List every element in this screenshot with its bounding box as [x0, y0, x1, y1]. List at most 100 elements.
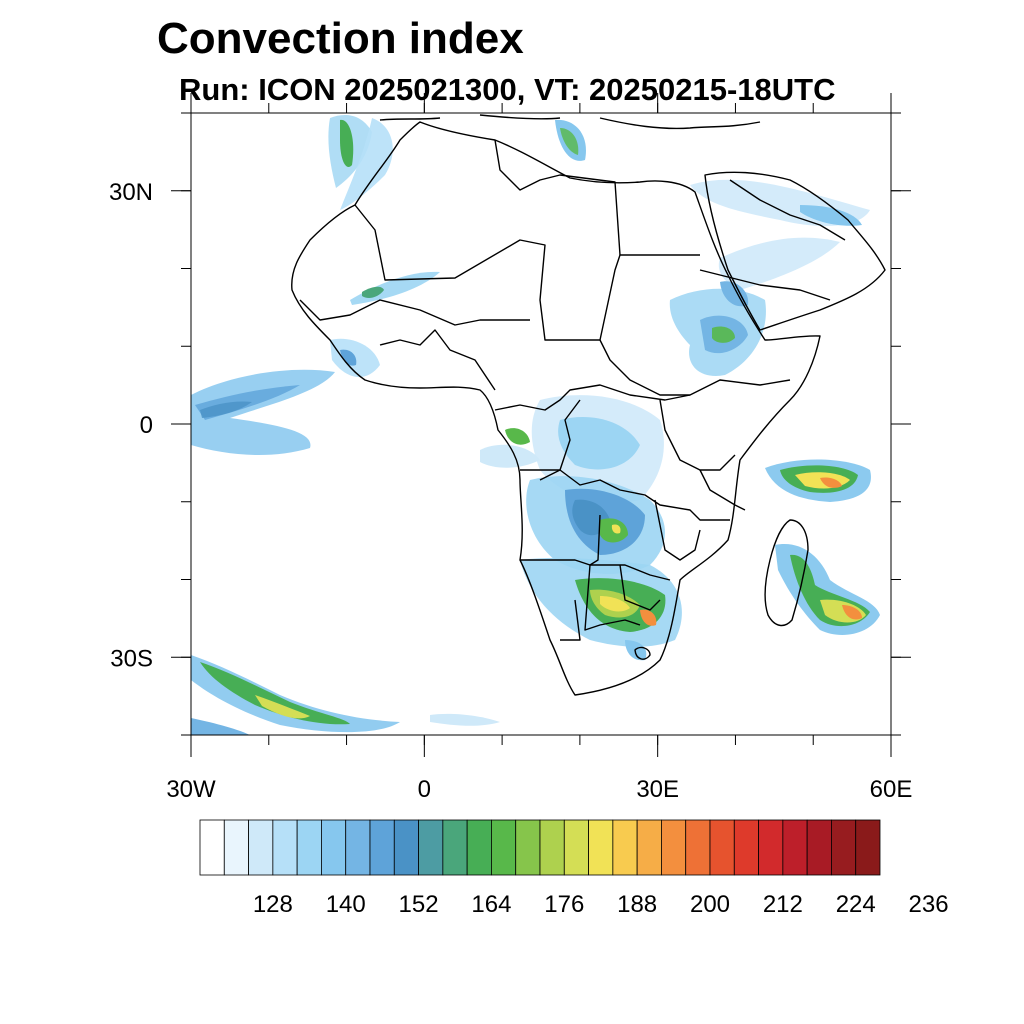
convection-area: [350, 271, 440, 305]
country-border: [659, 399, 736, 471]
colorbar-label: 200: [690, 891, 730, 918]
arabia-coastline: [704, 171, 886, 331]
coastlines-and-borders: [291, 114, 886, 696]
colorbar-label: 140: [326, 891, 366, 918]
colorbar-box: [296, 819, 322, 876]
colorbar-box: [539, 819, 565, 876]
country-border: [584, 514, 641, 631]
plot-frame: 30N 0 30S 30W 0 30E 60E: [109, 93, 912, 803]
lon-tick-label: 0: [418, 776, 431, 803]
europe-coastline: [379, 114, 761, 130]
colorbar-box: [515, 819, 541, 876]
convection-area: [255, 695, 310, 719]
convection-area: [200, 662, 350, 725]
country-border: [494, 139, 621, 256]
map-title: Convection index: [157, 14, 524, 63]
colorbar-box: [709, 819, 735, 876]
lat-tick-label: 30S: [110, 645, 153, 672]
convection-area: [560, 128, 579, 155]
country-border: [634, 646, 651, 660]
convection-area: [340, 119, 354, 168]
map-subtitle: Run: ICON 2025021300, VT: 20250215-18UTC: [179, 72, 836, 107]
colorbar-labels: 128 140 152 164 176 188 200 212 224 236: [253, 891, 949, 918]
colorbar-box: [418, 819, 444, 876]
colorbar-box: [369, 819, 395, 876]
convection-area: [718, 237, 840, 290]
colorbar-label: 212: [763, 891, 803, 918]
colorbar-box: [855, 819, 881, 876]
convection-area: [800, 205, 862, 226]
country-border: [619, 564, 661, 611]
madagascar-coastline: [764, 519, 809, 627]
country-border: [599, 339, 791, 396]
country-border: [520, 559, 671, 581]
convection-area: [340, 349, 357, 366]
colorbar-box: [272, 819, 298, 876]
lat-tick-label: 30N: [109, 179, 153, 206]
convection-area: [712, 326, 735, 343]
colorbar-box: [806, 819, 832, 876]
africa-coastline: [291, 121, 821, 696]
axis-tick-labels: 30N 0 30S 30W 0 30E 60E: [109, 179, 912, 803]
colorbar-label: 176: [544, 891, 584, 918]
colorbar-label: 236: [909, 891, 949, 918]
colorbar-box: [248, 819, 274, 876]
colorbar-box: [442, 819, 468, 876]
country-border: [494, 384, 691, 411]
colorbar-box: [199, 819, 225, 876]
convection-area: [558, 417, 640, 470]
colorbar-box: [588, 819, 614, 876]
colorbar-label: 188: [617, 891, 657, 918]
colorbar-box: [491, 819, 517, 876]
convection-area: [611, 524, 621, 534]
colorbar-box: [782, 819, 808, 876]
convection-area: [191, 369, 335, 456]
convection-area: [340, 118, 393, 210]
colorbar-box: [733, 819, 759, 876]
country-border: [699, 269, 831, 301]
colorbar-box: [466, 819, 492, 876]
convection-area: [191, 655, 400, 733]
convection-area: [200, 401, 252, 418]
country-border: [699, 469, 746, 511]
convection-area: [191, 718, 250, 735]
convection-area: [842, 605, 862, 620]
country-border: [560, 599, 581, 641]
country-border: [539, 399, 581, 481]
colorbar-label: 152: [399, 891, 439, 918]
country-border: [299, 299, 530, 326]
country-border: [379, 329, 496, 391]
colorbar-label: 128: [253, 891, 293, 918]
country-border: [520, 469, 730, 521]
convection-area: [820, 477, 842, 488]
convection-area: [430, 713, 500, 726]
convection-area: [480, 444, 540, 468]
convection-area: [640, 609, 657, 626]
colorbar-boxes: [199, 819, 881, 876]
convection-area: [362, 286, 384, 298]
colorbar-box: [223, 819, 249, 876]
convection-field: [191, 114, 880, 735]
lon-tick-label: 30E: [636, 776, 679, 803]
lon-tick-label: 60E: [870, 776, 913, 803]
country-border: [354, 204, 700, 341]
colorbar-box: [758, 819, 784, 876]
colorbar-box: [321, 819, 347, 876]
lat-tick-label: 0: [140, 412, 153, 439]
country-border: [729, 179, 846, 241]
colorbar-label: 164: [471, 891, 511, 918]
convection-area: [505, 428, 530, 445]
colorbar-box: [661, 819, 687, 876]
colorbar-box: [685, 819, 711, 876]
country-border: [654, 499, 701, 561]
axis-ticks: [171, 93, 911, 757]
colorbar-box: [563, 819, 589, 876]
colorbar-box: [831, 819, 857, 876]
colorbar: 128 140 152 164 176 188 200 212 224 236: [199, 819, 949, 918]
colorbar-box: [393, 819, 419, 876]
colorbar-box: [612, 819, 638, 876]
colorbar-label: 224: [836, 891, 876, 918]
convection-area: [600, 596, 630, 612]
colorbar-box: [345, 819, 371, 876]
